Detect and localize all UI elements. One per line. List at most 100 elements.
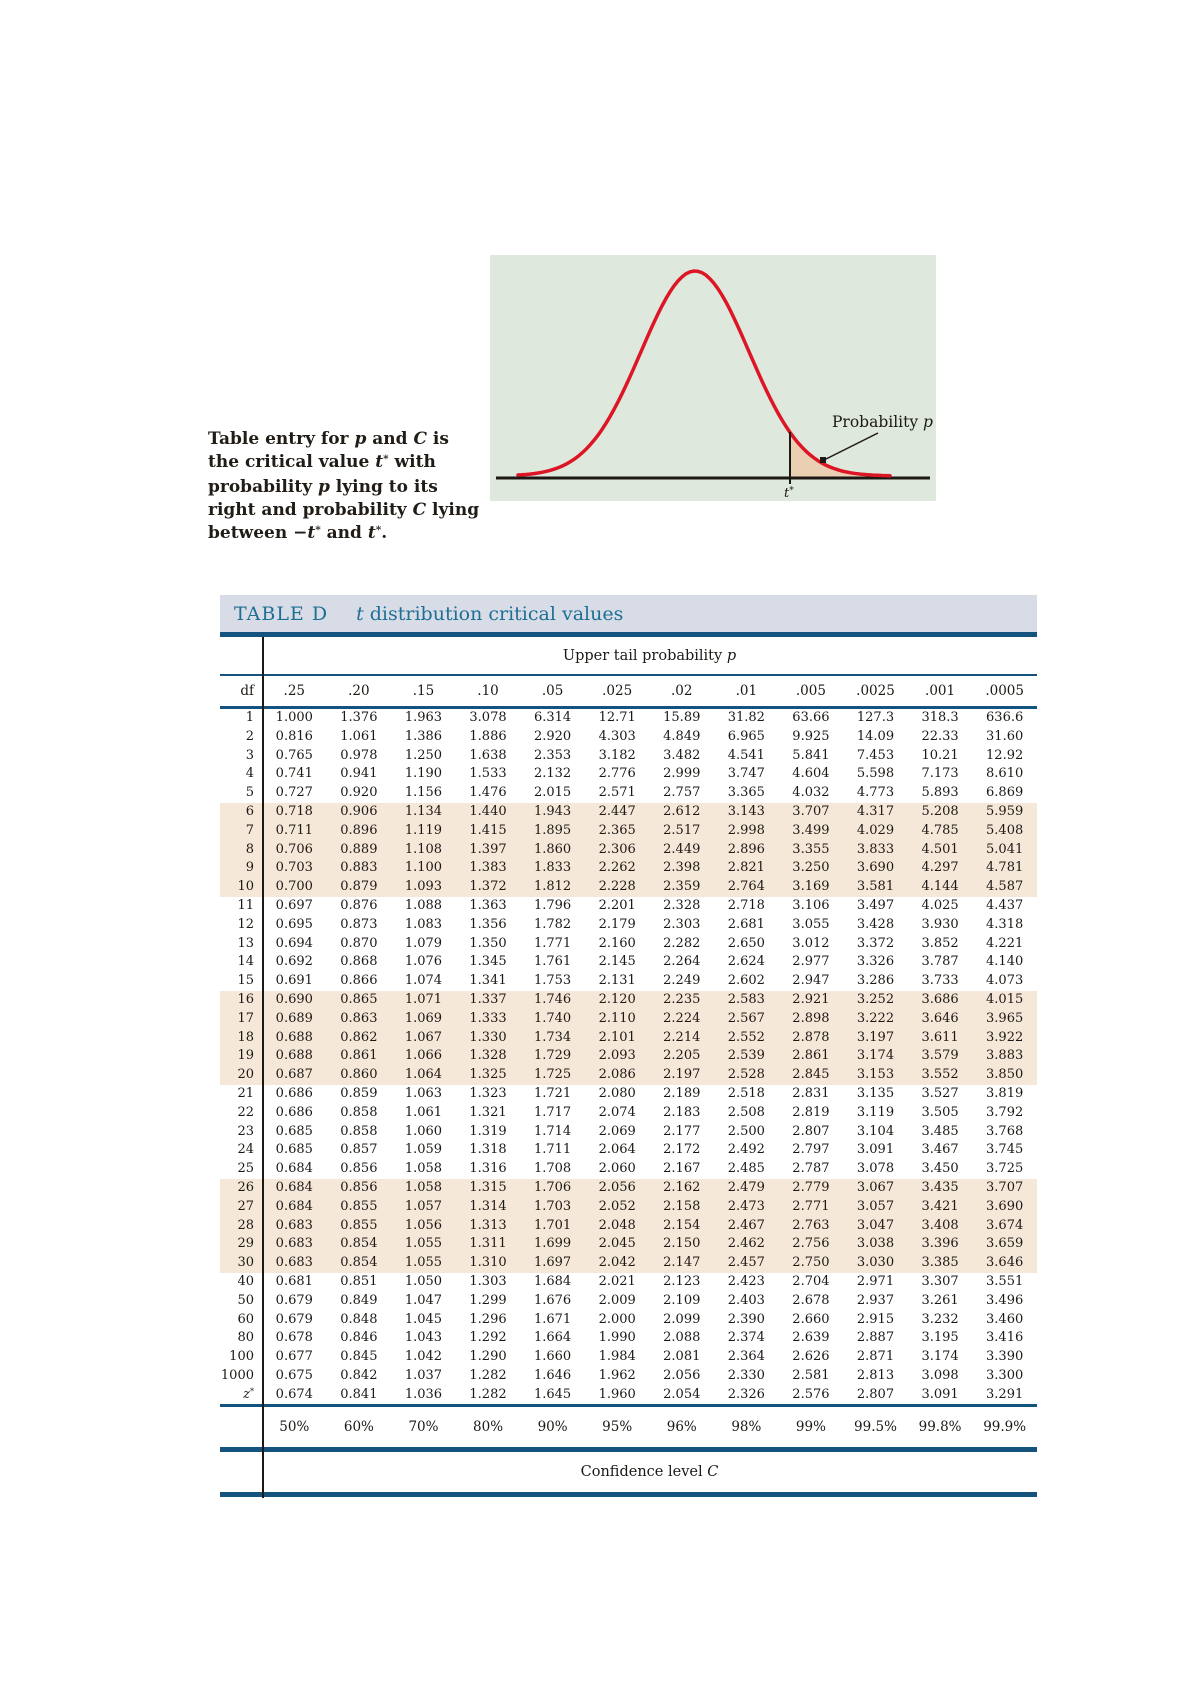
t-critical-value: 2.353 (533, 747, 572, 763)
table-row: 2 0.816 1.061 1.386 1.886 2.920 4.303 4.849 6.96… (220, 728, 1037, 747)
t-critical-value: 1.059 (404, 1142, 443, 1158)
t-critical-value: 2.776 (598, 766, 636, 782)
t-critical-value: 0.678 (275, 1330, 313, 1346)
t-critical-value: 4.604 (792, 766, 830, 782)
t-critical-value: 3.078 (469, 710, 507, 725)
t-critical-value: 2.306 (598, 841, 636, 857)
t-critical-value: 1.397 (469, 841, 507, 857)
df-value: 13 (237, 935, 254, 951)
t-critical-value: 1.056 (404, 1217, 443, 1233)
t-critical-value: 3.707 (792, 803, 830, 819)
t-critical-value: 2.264 (663, 954, 701, 970)
table-row: 10 0.700 0.879 1.093 1.372 1.812 2.228 2.359 2.7… (220, 878, 1037, 897)
t-critical-value: 2.449 (663, 841, 701, 857)
t-critical-value: 1.476 (469, 785, 507, 801)
t-critical-value: 22.33 (921, 728, 959, 744)
t-critical-value: 3.174 (856, 1048, 895, 1064)
t-critical-value: 3.135 (856, 1085, 895, 1101)
t-critical-value: 2.977 (792, 954, 830, 970)
t-critical-value: 3.745 (986, 1142, 1024, 1158)
t-critical-value: 0.683 (275, 1236, 313, 1252)
t-critical-value: 2.757 (663, 785, 701, 801)
t-critical-value: 4.303 (598, 728, 636, 744)
t-critical-value: 2.624 (727, 954, 765, 970)
table-row: 40 0.681 0.851 1.050 1.303 1.684 2.021 2.123 2.4… (220, 1273, 1037, 1292)
t-critical-value: 2.162 (663, 1179, 701, 1195)
t-critical-value: 3.686 (921, 991, 959, 1007)
t-critical-value: 1.725 (533, 1067, 572, 1083)
df-value: 60 (237, 1311, 254, 1327)
t-critical-value: 3.819 (986, 1085, 1024, 1101)
t-critical-value: 3.421 (921, 1198, 959, 1214)
t-critical-value: 318.3 (921, 710, 959, 725)
t-critical-value: 2.056 (598, 1179, 636, 1195)
t-critical-value: 31.60 (986, 728, 1024, 744)
table-d: TABLE D t distribution critical values U… (220, 595, 1037, 1498)
t-critical-value: 2.718 (727, 897, 765, 913)
t-critical-value: 3.552 (921, 1067, 959, 1083)
t-critical-value: 2.364 (727, 1349, 765, 1365)
t-critical-value: 1.330 (469, 1029, 507, 1045)
t-critical-value: 2.576 (792, 1386, 830, 1402)
df-value: 40 (237, 1273, 254, 1289)
t-critical-value: 5.598 (856, 766, 895, 782)
t-critical-value: 4.587 (986, 879, 1024, 895)
t-critical-value: 2.571 (598, 785, 636, 801)
t-star-label: t* (784, 486, 794, 501)
t-critical-value: 15.89 (663, 710, 701, 725)
t-critical-value: 2.101 (598, 1029, 636, 1045)
t-critical-value: 2.054 (663, 1386, 701, 1402)
t-critical-value: 2.771 (792, 1198, 830, 1214)
t-critical-value: 0.855 (340, 1198, 378, 1214)
t-critical-value: 4.032 (792, 785, 830, 801)
t-critical-value: 1.069 (404, 1010, 443, 1026)
t-critical-value: 3.169 (792, 879, 830, 895)
t-critical-value: 3.611 (921, 1029, 959, 1045)
t-critical-value: 1.984 (598, 1349, 636, 1365)
t-critical-value: 0.856 (340, 1179, 378, 1195)
t-critical-value: 1.055 (404, 1236, 443, 1252)
t-critical-value: 1.533 (469, 766, 507, 782)
table-entry-caption: Table entry for p and C is the critical v… (208, 428, 498, 547)
table-row: 8 0.706 0.889 1.108 1.397 1.860 2.306 2.449 2.89… (220, 840, 1037, 860)
t-critical-value: 2.831 (792, 1085, 830, 1101)
t-critical-value: 0.859 (340, 1085, 378, 1101)
t-critical-value: 2.282 (663, 935, 701, 951)
caption-line: probability p lying to its (208, 477, 438, 497)
t-critical-value: 2.365 (598, 822, 636, 838)
t-critical-value: 3.659 (986, 1236, 1024, 1252)
table-row: 6 0.718 0.906 1.134 1.440 1.943 2.447 2.612 3.14… (220, 802, 1037, 822)
t-critical-value: 0.765 (275, 747, 313, 763)
table-row: 4 0.741 0.941 1.190 1.533 2.132 2.776 2.999 3.74… (220, 765, 1037, 784)
t-critical-value: 1.363 (469, 897, 507, 913)
t-critical-value: 3.850 (986, 1067, 1024, 1083)
t-critical-value: 3.326 (856, 954, 895, 970)
t-critical-value: 1.372 (469, 879, 507, 895)
table-row: 13 0.694 0.870 1.079 1.350 1.771 2.160 2.282 2.6… (220, 935, 1037, 954)
t-critical-value: 1.190 (404, 766, 443, 782)
t-critical-value: 4.221 (986, 935, 1024, 951)
t-critical-value: 1.282 (469, 1367, 507, 1383)
t-critical-value: 2.197 (663, 1067, 701, 1083)
confidence-value: 80% (473, 1419, 504, 1436)
t-critical-value: 1.325 (469, 1067, 507, 1083)
df-value: 18 (237, 1029, 254, 1045)
table-row: 14 0.692 0.868 1.076 1.345 1.761 2.145 2.264 2.6… (220, 953, 1037, 972)
t-critical-value: 4.501 (921, 841, 959, 857)
t-critical-value: 2.123 (663, 1273, 701, 1289)
p-column-header: .02 (671, 683, 693, 699)
t-critical-value: 3.768 (986, 1123, 1024, 1139)
t-critical-value: 3.104 (856, 1123, 895, 1139)
p-column-header: .01 (735, 683, 758, 699)
t-critical-value: 3.261 (921, 1292, 959, 1308)
t-critical-value: 1.676 (533, 1292, 572, 1308)
t-critical-value: 1.321 (469, 1104, 507, 1120)
t-critical-value: 2.374 (727, 1330, 765, 1346)
t-critical-value: 1.316 (469, 1161, 507, 1177)
t-critical-value: 0.741 (275, 766, 313, 782)
t-critical-value: 2.150 (663, 1236, 701, 1252)
t-critical-value: 1.699 (533, 1236, 572, 1252)
t-critical-value: 0.697 (275, 897, 313, 913)
t-critical-value: 1.383 (469, 860, 507, 876)
t-critical-value: 1.962 (598, 1367, 636, 1383)
